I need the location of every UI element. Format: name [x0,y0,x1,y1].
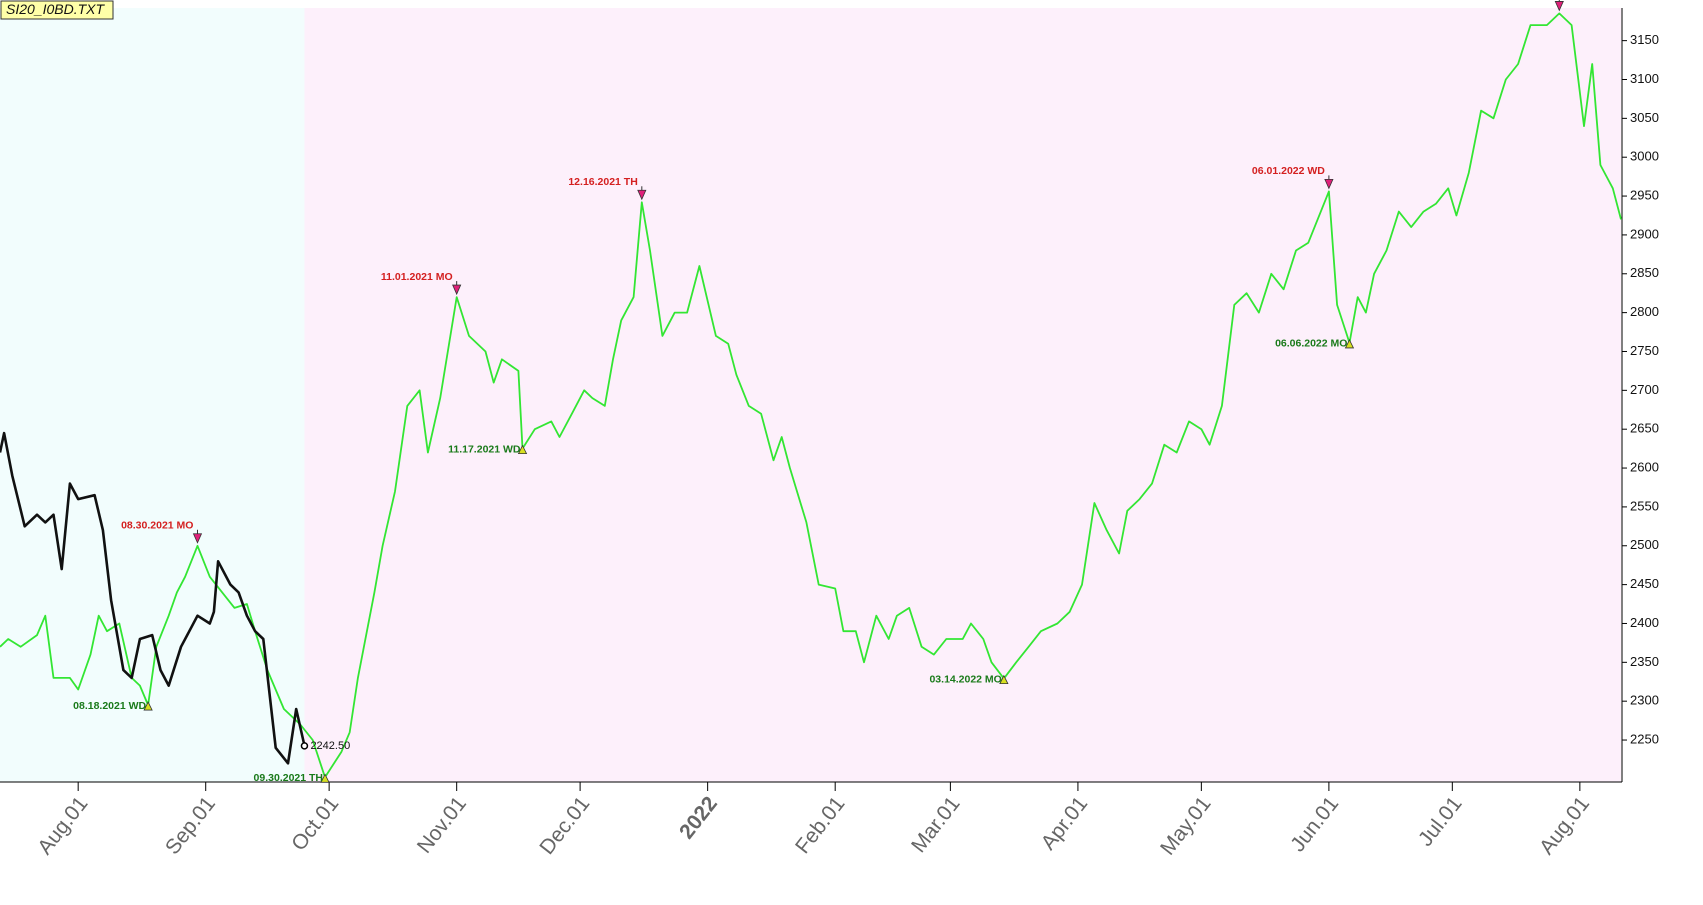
x-tick-label: 2022 [675,792,722,843]
y-tick-label: 3000 [1630,149,1659,164]
x-tick-label: Jul.01 [1414,792,1467,850]
y-tick-label: 2250 [1630,731,1659,746]
x-tick-label: Mar.01 [907,792,965,857]
annotation-label: 09.30.2021 TH [254,772,323,784]
y-tick-label: 2500 [1630,537,1659,552]
low-marker [143,701,153,711]
source-label: SI20_I0BD.TXT [6,1,105,17]
x-tick-label: Apr.01 [1037,792,1093,854]
y-tick-label: 2450 [1630,576,1659,591]
shade-region [0,8,305,782]
x-tick-label: Aug.01 [1535,792,1594,859]
low-marker [517,444,528,455]
high-marker [1324,178,1334,190]
y-tick-label: 3100 [1630,71,1659,86]
background [0,8,1621,782]
x-tick-label: Feb.01 [791,792,849,858]
y-tick-label: 2600 [1630,459,1659,474]
x-tick-label: May.01 [1156,792,1216,859]
value-label: 2242.50 [310,740,350,752]
shade-region [304,8,1621,782]
x-tick-label: Nov.01 [413,792,471,857]
x-tick-label: Oct.01 [287,792,343,855]
annotation-label: 06.06.2022 MO [1275,338,1347,350]
low-marker [1344,339,1355,349]
y-tick-label: 3050 [1630,110,1659,125]
x-tick-label: Dec.01 [535,792,594,859]
y-tick-label: 2700 [1630,382,1659,397]
series-line [0,431,306,765]
series-line [0,12,1622,779]
annotation-label: 08.30.2021 MO [121,520,193,532]
y-tick-label: 2950 [1630,187,1659,202]
y-tick-label: 2900 [1630,226,1659,241]
x-tick-label: Sep.01 [161,792,220,859]
low-marker [320,773,330,783]
y-tick-label: 2850 [1630,265,1659,280]
annotation-label: 03.14.2022 MO [929,673,1001,685]
y-tick-label: 2550 [1630,498,1659,513]
x-tick-label: Jun.01 [1286,792,1343,856]
last-price-marker [300,742,309,750]
annotation-label: 12.16.2021 TH [568,176,637,188]
annotation-label: 11.01.2021 MO [381,271,453,283]
y-tick-label: 2300 [1630,693,1659,708]
y-tick-label: 2650 [1630,421,1659,436]
x-tick-label: Aug.01 [33,792,92,859]
y-tick-label: 2400 [1630,615,1659,630]
y-tick-label: 3150 [1630,32,1659,47]
annotation-label: 08.18.2021 WD [73,700,146,712]
y-tick-label: 2750 [1630,343,1659,358]
high-marker [1554,1,1564,12]
y-tick-label: 2800 [1630,304,1659,319]
annotation-label: 11.17.2021 WD [448,443,521,455]
low-marker [999,674,1009,685]
annotation-label: 06.01.2022 WD [1252,165,1325,177]
y-tick-label: 2350 [1630,654,1659,669]
source-box [0,0,114,20]
